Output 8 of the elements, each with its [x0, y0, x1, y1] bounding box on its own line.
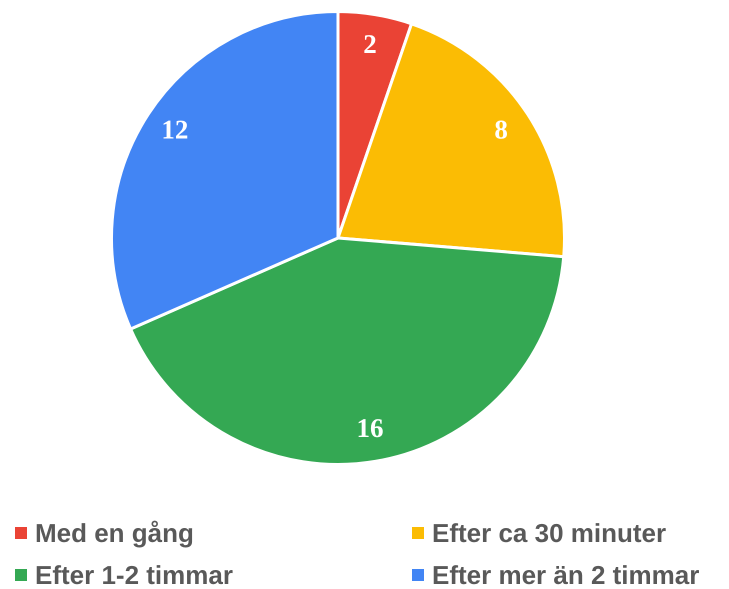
legend-label: Efter 1-2 timmar — [35, 560, 233, 589]
data-label: 8 — [494, 114, 508, 144]
legend-label: Efter ca 30 minuter — [432, 518, 666, 548]
legend-label: Med en gång — [35, 518, 194, 548]
data-label: 12 — [161, 114, 188, 144]
data-label: 2 — [363, 28, 377, 59]
data-label: 16 — [356, 413, 384, 444]
legend-label: Efter mer än 2 timmar — [432, 560, 700, 589]
